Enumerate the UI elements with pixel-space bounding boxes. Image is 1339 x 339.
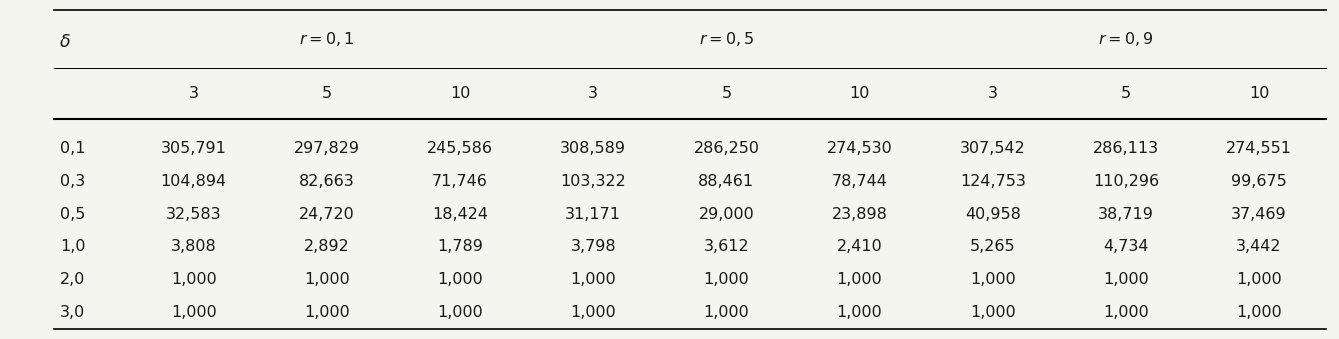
Text: 3: 3 xyxy=(189,86,198,101)
Text: 297,829: 297,829 xyxy=(295,141,360,156)
Text: 1,000: 1,000 xyxy=(969,272,1015,287)
Text: 88,461: 88,461 xyxy=(699,174,754,189)
Text: 1,0: 1,0 xyxy=(60,239,86,254)
Text: 1,000: 1,000 xyxy=(837,272,882,287)
Text: 5: 5 xyxy=(1121,86,1131,101)
Text: 286,250: 286,250 xyxy=(694,141,759,156)
Text: 37,469: 37,469 xyxy=(1232,207,1287,222)
Text: 305,791: 305,791 xyxy=(161,141,226,156)
Text: 32,583: 32,583 xyxy=(166,207,221,222)
Text: 23,898: 23,898 xyxy=(832,207,888,222)
Text: 31,171: 31,171 xyxy=(565,207,621,222)
Text: 307,542: 307,542 xyxy=(960,141,1026,156)
Text: 3,612: 3,612 xyxy=(703,239,750,254)
Text: 124,753: 124,753 xyxy=(960,174,1026,189)
Text: $r = 0, 5$: $r = 0, 5$ xyxy=(699,30,754,48)
Text: 1,000: 1,000 xyxy=(1103,305,1149,320)
Text: 3,808: 3,808 xyxy=(171,239,217,254)
Text: 1,000: 1,000 xyxy=(969,305,1015,320)
Text: 1,000: 1,000 xyxy=(171,272,217,287)
Text: 1,000: 1,000 xyxy=(171,305,217,320)
Text: δ: δ xyxy=(60,33,71,52)
Text: 10: 10 xyxy=(1249,86,1269,101)
Text: 3: 3 xyxy=(588,86,599,101)
Text: 0,3: 0,3 xyxy=(60,174,86,189)
Text: 274,530: 274,530 xyxy=(826,141,892,156)
Text: 1,000: 1,000 xyxy=(703,272,750,287)
Text: 3,0: 3,0 xyxy=(60,305,86,320)
Text: 103,322: 103,322 xyxy=(561,174,627,189)
Text: 2,0: 2,0 xyxy=(60,272,86,287)
Text: 0,1: 0,1 xyxy=(60,141,86,156)
Text: $r = 0, 9$: $r = 0, 9$ xyxy=(1098,30,1154,48)
Text: 29,000: 29,000 xyxy=(699,207,754,222)
Text: 2,410: 2,410 xyxy=(837,239,882,254)
Text: 1,000: 1,000 xyxy=(837,305,882,320)
Text: 5,265: 5,265 xyxy=(969,239,1015,254)
Text: 1,000: 1,000 xyxy=(703,305,750,320)
Text: 1,000: 1,000 xyxy=(570,305,616,320)
Text: 5: 5 xyxy=(722,86,731,101)
Text: 1,789: 1,789 xyxy=(437,239,483,254)
Text: 3,442: 3,442 xyxy=(1236,239,1281,254)
Text: 10: 10 xyxy=(849,86,870,101)
Text: 4,734: 4,734 xyxy=(1103,239,1149,254)
Text: 1,000: 1,000 xyxy=(570,272,616,287)
Text: 1,000: 1,000 xyxy=(438,305,483,320)
Text: 71,746: 71,746 xyxy=(432,174,487,189)
Text: 24,720: 24,720 xyxy=(299,207,355,222)
Text: 78,744: 78,744 xyxy=(832,174,888,189)
Text: 3: 3 xyxy=(988,86,998,101)
Text: 104,894: 104,894 xyxy=(161,174,226,189)
Text: 38,719: 38,719 xyxy=(1098,207,1154,222)
Text: 0,5: 0,5 xyxy=(60,207,86,222)
Text: 18,424: 18,424 xyxy=(432,207,489,222)
Text: 245,586: 245,586 xyxy=(427,141,493,156)
Text: 5: 5 xyxy=(321,86,332,101)
Text: 82,663: 82,663 xyxy=(299,174,355,189)
Text: 274,551: 274,551 xyxy=(1227,141,1292,156)
Text: 2,892: 2,892 xyxy=(304,239,349,254)
Text: 1,000: 1,000 xyxy=(304,272,349,287)
Text: 1,000: 1,000 xyxy=(1103,272,1149,287)
Text: 1,000: 1,000 xyxy=(1236,272,1281,287)
Text: 40,958: 40,958 xyxy=(965,207,1020,222)
Text: 1,000: 1,000 xyxy=(1236,305,1281,320)
Text: 1,000: 1,000 xyxy=(304,305,349,320)
Text: $r = 0, 1$: $r = 0, 1$ xyxy=(299,30,355,48)
Text: 308,589: 308,589 xyxy=(560,141,627,156)
Text: 10: 10 xyxy=(450,86,470,101)
Text: 1,000: 1,000 xyxy=(438,272,483,287)
Text: 286,113: 286,113 xyxy=(1093,141,1160,156)
Text: 110,296: 110,296 xyxy=(1093,174,1160,189)
Text: 99,675: 99,675 xyxy=(1231,174,1287,189)
Text: 3,798: 3,798 xyxy=(570,239,616,254)
